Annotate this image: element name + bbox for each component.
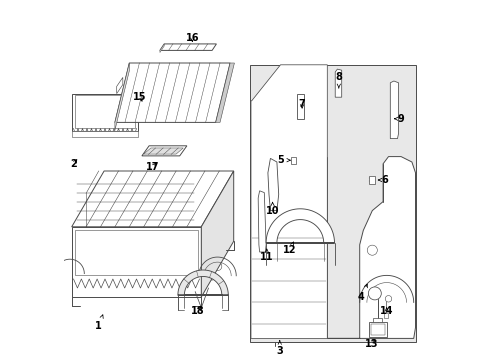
Polygon shape	[72, 94, 138, 131]
Polygon shape	[142, 146, 186, 156]
Polygon shape	[372, 318, 382, 322]
Text: 5: 5	[277, 155, 289, 165]
Text: 14: 14	[379, 306, 393, 316]
Polygon shape	[335, 69, 341, 97]
Polygon shape	[250, 65, 326, 338]
Polygon shape	[368, 322, 386, 337]
Text: 6: 6	[378, 175, 387, 185]
Polygon shape	[296, 94, 303, 119]
FancyBboxPatch shape	[249, 65, 415, 342]
Text: 10: 10	[265, 202, 279, 216]
Polygon shape	[201, 171, 233, 297]
Text: 2: 2	[70, 159, 77, 169]
Polygon shape	[72, 131, 138, 137]
Text: 16: 16	[185, 33, 199, 43]
Text: 17: 17	[145, 162, 159, 172]
Text: 13: 13	[364, 339, 377, 349]
Text: 1: 1	[95, 315, 103, 331]
Polygon shape	[368, 176, 374, 184]
Text: 11: 11	[260, 249, 273, 262]
Polygon shape	[72, 171, 233, 227]
Text: 4: 4	[357, 284, 366, 302]
Polygon shape	[160, 44, 164, 53]
Polygon shape	[258, 191, 265, 252]
Polygon shape	[143, 148, 183, 154]
Polygon shape	[178, 270, 228, 295]
Polygon shape	[290, 157, 295, 164]
Text: 8: 8	[335, 72, 342, 88]
Polygon shape	[72, 227, 201, 297]
Polygon shape	[267, 158, 278, 211]
Polygon shape	[265, 209, 334, 243]
Circle shape	[385, 296, 391, 302]
Text: 18: 18	[190, 306, 204, 316]
Polygon shape	[215, 63, 234, 122]
Polygon shape	[115, 63, 129, 130]
Text: 9: 9	[394, 114, 404, 124]
Polygon shape	[389, 81, 398, 139]
Text: 15: 15	[133, 92, 146, 102]
Polygon shape	[326, 157, 415, 338]
Polygon shape	[160, 44, 216, 50]
Text: 3: 3	[276, 341, 283, 356]
Polygon shape	[115, 63, 230, 122]
Circle shape	[367, 287, 381, 300]
Text: 12: 12	[283, 242, 296, 255]
Polygon shape	[117, 77, 122, 94]
Text: 7: 7	[298, 99, 305, 109]
Polygon shape	[384, 313, 387, 318]
